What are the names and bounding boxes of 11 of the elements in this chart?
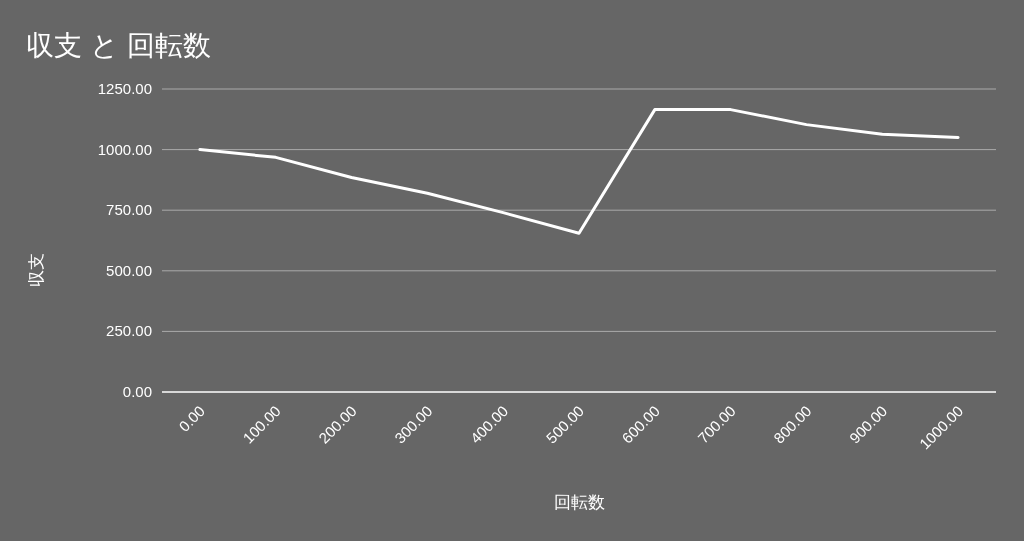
line-series — [198, 108, 960, 235]
chart-title: 収支 と 回転数 — [26, 30, 211, 61]
y-tick-label: 750.00 — [106, 201, 152, 219]
y-tick-label: 1250.00 — [97, 80, 152, 97]
y-tick-label: 1000.00 — [97, 140, 152, 158]
y-tick-label: 0.00 — [122, 383, 152, 400]
y-tick-label: 500.00 — [106, 261, 152, 279]
y-tick-label: 250.00 — [106, 322, 152, 340]
x-axis-title: 回転数 — [553, 493, 605, 512]
x-tick-label: 0.00 — [175, 402, 209, 435]
y-axis-title: 収支 — [27, 253, 46, 287]
